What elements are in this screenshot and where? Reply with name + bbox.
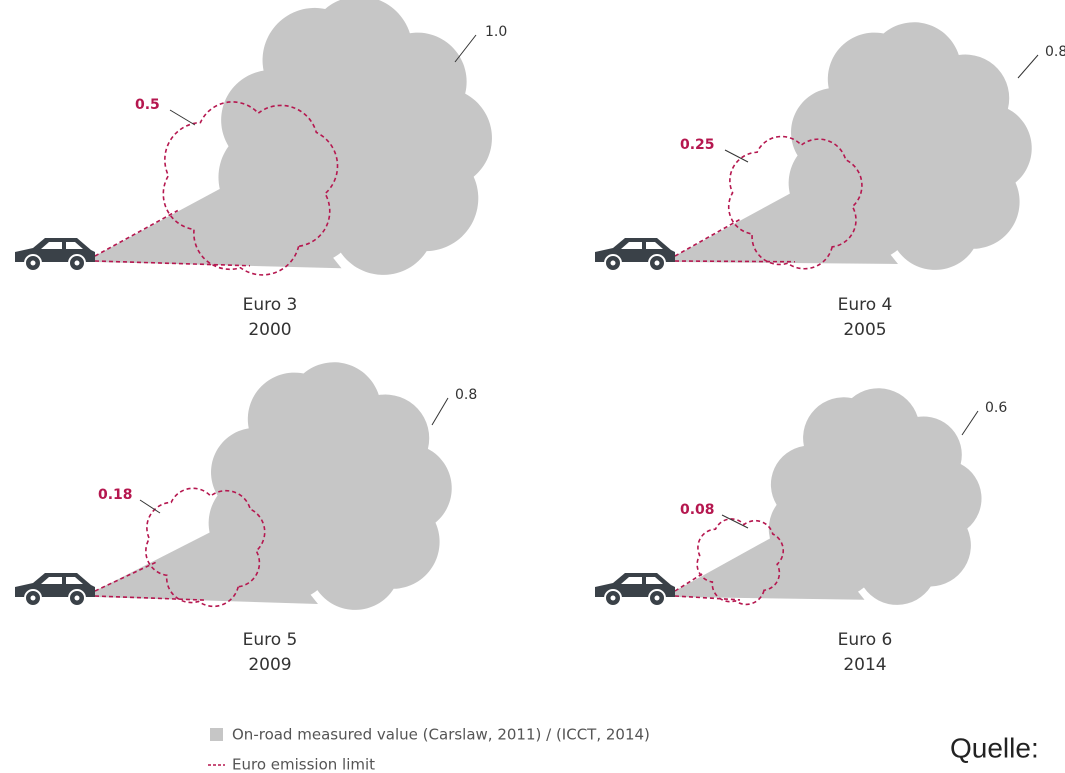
car-hub: [30, 260, 36, 266]
car-hub: [654, 260, 660, 266]
limit-cloud: [727, 135, 863, 270]
car-icon: [15, 238, 95, 272]
limit-leader: [139, 499, 161, 514]
limit-leader: [724, 149, 749, 163]
car-window: [621, 577, 663, 584]
car-hub: [30, 595, 36, 601]
legend-measured: On-road measured value (Carslaw, 2011) /…: [232, 726, 650, 744]
panel-year: 2009: [248, 655, 291, 675]
source: Quelle:: [950, 732, 1039, 763]
car-hub: [74, 260, 80, 266]
limit-label: 0.25: [680, 137, 715, 153]
measured-leader: [431, 397, 449, 426]
car-window: [41, 242, 83, 249]
limit-label: 0.18: [98, 487, 133, 503]
limit-label: 0.08: [680, 502, 715, 518]
measured-cloud: [788, 22, 1032, 270]
measured-leader: [961, 410, 979, 436]
limit-cloud: [162, 101, 339, 276]
car-window: [41, 577, 83, 584]
limit-tail: [674, 571, 741, 601]
limit-leader: [169, 109, 196, 126]
measured-cloud: [768, 388, 982, 605]
car-icon: [595, 238, 675, 272]
panel: 0.6 0.08 Euro 6 2014: [595, 388, 1007, 675]
measured-leader: [1017, 54, 1039, 79]
panel-name: Euro 3: [243, 295, 298, 315]
limit-tail: [94, 561, 206, 601]
legend-limit: Euro emission limit: [232, 756, 375, 773]
measured-label: 0.6: [985, 400, 1007, 416]
measured-cloud: [208, 362, 452, 610]
measured-leader: [454, 34, 477, 63]
limit-tail: [94, 209, 251, 267]
limit-leader: [721, 514, 749, 529]
car-window: [621, 242, 663, 249]
legend-swatch-measured: [210, 728, 223, 741]
measured-label: 0.8: [455, 387, 477, 403]
panel-year: 2014: [843, 655, 886, 675]
panel-name: Euro 6: [838, 630, 893, 650]
measured-cloud: [218, 0, 492, 275]
panel-name: Euro 5: [243, 630, 298, 650]
limit-label: 0.5: [135, 97, 160, 113]
car-icon: [595, 573, 675, 607]
panel-year: 2000: [248, 320, 291, 340]
car-hub: [654, 595, 660, 601]
panel: 1.0 0.5 Euro 3 2000: [15, 0, 507, 340]
measured-label: 1.0: [485, 24, 507, 40]
car-hub: [610, 595, 616, 601]
limit-cloud: [696, 518, 785, 606]
car-hub: [74, 595, 80, 601]
measured-label: 0.8: [1045, 44, 1065, 60]
panel: 0.8 0.25 Euro 4 2005: [595, 22, 1065, 340]
limit-cloud: [145, 487, 266, 608]
limit-tail: [674, 218, 796, 263]
panel-year: 2005: [843, 320, 886, 340]
panel: 0.8 0.18 Euro 5 2009: [15, 362, 477, 675]
panel-name: Euro 4: [838, 295, 893, 315]
car-hub: [610, 260, 616, 266]
car-icon: [15, 573, 95, 607]
